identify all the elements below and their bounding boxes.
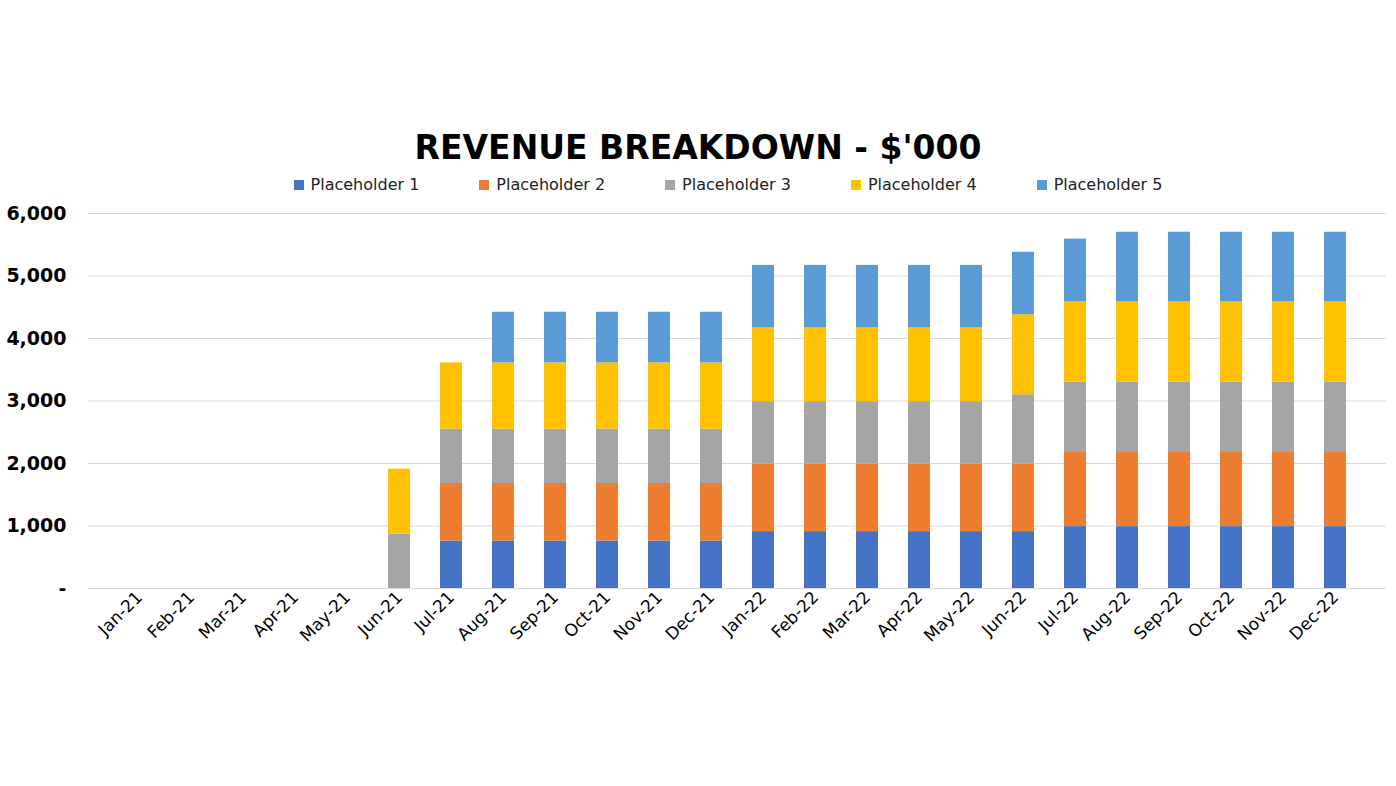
- svg-text:2,000: 2,000: [6, 452, 66, 474]
- svg-text:Nov-22: Nov-22: [1233, 587, 1290, 644]
- svg-text:3,000: 3,000: [6, 389, 66, 411]
- html-text:Placeholder 4: Placeholder 4: [867, 175, 977, 194]
- svg-text:Nov-21: Nov-21: [609, 587, 666, 644]
- svg-text:Feb-21: Feb-21: [143, 587, 198, 642]
- svg-text:Jul-21: Jul-21: [409, 587, 458, 636]
- svg-text:Apr-21: Apr-21: [248, 587, 302, 641]
- svg-text:Mar-21: Mar-21: [194, 587, 250, 643]
- html-text:Placeholder 1: Placeholder 1: [310, 175, 420, 194]
- svg-text:6,000: 6,000: [6, 202, 66, 224]
- svg-text:Sep-21: Sep-21: [506, 587, 562, 643]
- svg-text:May-22: May-22: [920, 587, 978, 645]
- html-text:Placeholder 3: Placeholder 3: [682, 175, 791, 194]
- svg-text:May-21: May-21: [296, 587, 354, 645]
- svg-text:Oct-22: Oct-22: [1184, 587, 1239, 642]
- svg-text:Sep-22: Sep-22: [1130, 587, 1186, 643]
- svg-text:Apr-22: Apr-22: [872, 587, 926, 641]
- svg-text:Jun-21: Jun-21: [353, 587, 406, 640]
- svg-text:Jul-22: Jul-22: [1033, 587, 1082, 636]
- svg-text:Oct-21: Oct-21: [560, 587, 615, 642]
- svg-text:Mar-22: Mar-22: [818, 587, 874, 643]
- svg-text:4,000: 4,000: [6, 327, 66, 349]
- svg-text:Jun-22: Jun-22: [977, 587, 1030, 640]
- svg-text:5,000: 5,000: [6, 264, 66, 286]
- svg-text:Dec-21: Dec-21: [661, 587, 718, 644]
- html-text:Placeholder 2: Placeholder 2: [496, 175, 606, 194]
- svg-text:1,000: 1,000: [6, 514, 66, 536]
- svg-text:Aug-22: Aug-22: [1077, 587, 1134, 644]
- svg-text:Jan-22: Jan-22: [717, 587, 770, 640]
- html-text:Placeholder 5: Placeholder 5: [1053, 175, 1163, 194]
- svg-text:Feb-22: Feb-22: [767, 587, 822, 642]
- svg-text:Aug-21: Aug-21: [453, 587, 510, 644]
- html-text:REVENUE BREAKDOWN - $'000: REVENUE BREAKDOWN - $'000: [414, 128, 982, 167]
- svg-text:Dec-22: Dec-22: [1285, 587, 1342, 644]
- svg-text:-: -: [59, 577, 67, 599]
- svg-text:Jan-21: Jan-21: [93, 587, 146, 640]
